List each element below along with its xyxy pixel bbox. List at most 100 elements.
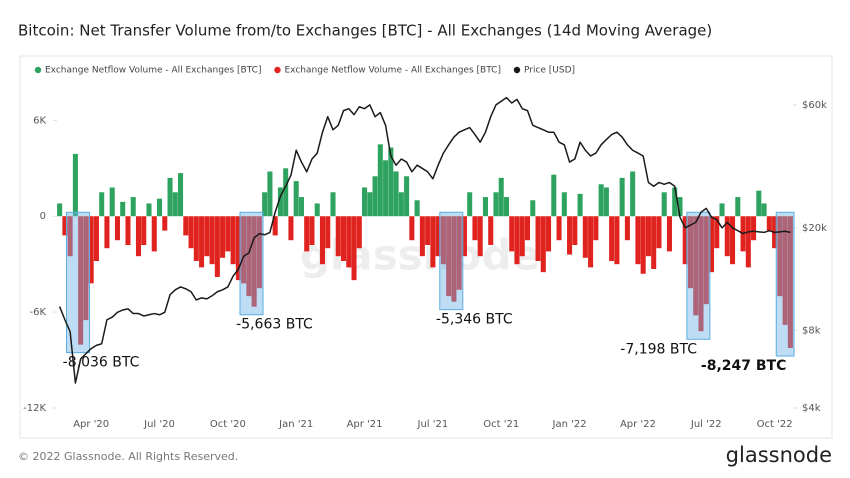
bar xyxy=(556,216,562,241)
bar xyxy=(230,216,236,265)
bar xyxy=(393,171,399,217)
bar xyxy=(514,216,520,265)
bar xyxy=(262,192,268,217)
bar xyxy=(530,200,536,217)
bar xyxy=(114,216,120,241)
bar xyxy=(535,216,541,261)
bar xyxy=(88,216,94,284)
bar xyxy=(524,216,531,241)
legend-marker xyxy=(274,66,281,74)
x-tick-label: Oct '20 xyxy=(210,419,246,430)
bar xyxy=(267,171,273,217)
bar xyxy=(761,203,767,217)
bar xyxy=(467,192,473,217)
bar xyxy=(609,216,615,261)
bar xyxy=(582,216,588,258)
highlight-box xyxy=(439,211,464,311)
bar xyxy=(356,216,362,249)
y2-tick-label: $8k xyxy=(802,325,821,336)
bar xyxy=(472,216,478,241)
bar xyxy=(109,187,115,217)
bar xyxy=(120,201,126,217)
bar xyxy=(567,216,573,255)
bar xyxy=(503,197,510,217)
bar xyxy=(661,192,667,217)
bar xyxy=(199,216,205,268)
bar xyxy=(519,216,525,257)
bar xyxy=(677,197,683,217)
bar xyxy=(235,216,241,281)
bar xyxy=(730,216,736,265)
x-tick-label: Apr '21 xyxy=(347,419,383,430)
bar xyxy=(546,216,552,252)
logo: glassnode xyxy=(726,443,832,467)
bar xyxy=(388,147,394,217)
bar xyxy=(104,216,110,249)
bar xyxy=(309,216,315,245)
x-tick-label: Oct '22 xyxy=(757,419,793,430)
data-label: -7,198 BTC xyxy=(620,341,697,357)
bar xyxy=(340,216,347,261)
bar xyxy=(319,216,326,265)
bar xyxy=(214,216,220,277)
chart-title: Bitcoin: Net Transfer Volume from/to Exc… xyxy=(18,22,712,40)
bar xyxy=(151,216,157,252)
y-tick-label: -6K xyxy=(29,307,46,318)
bar xyxy=(241,216,247,284)
data-label: -5,346 BTC xyxy=(436,312,513,328)
bar xyxy=(540,216,546,273)
bar xyxy=(167,177,173,217)
bar xyxy=(283,168,289,217)
bar xyxy=(551,174,557,217)
legend-label: Exchange Netflow Volume - All Exchanges … xyxy=(45,66,261,76)
bar xyxy=(93,216,99,261)
bar xyxy=(304,216,310,252)
bar xyxy=(351,216,357,281)
y2-tick-label: $60k xyxy=(802,100,827,111)
bar xyxy=(372,176,378,217)
bar xyxy=(156,198,163,217)
x-tick-label: Jul '22 xyxy=(690,419,722,430)
bar xyxy=(719,203,725,217)
bar xyxy=(425,216,431,245)
bar xyxy=(672,187,678,217)
bar xyxy=(409,216,415,241)
bar xyxy=(498,177,504,217)
bar xyxy=(141,216,147,245)
bar xyxy=(362,187,368,217)
bar xyxy=(588,216,594,268)
bar xyxy=(188,216,194,249)
bar xyxy=(298,197,304,217)
y2-tick-label: $20k xyxy=(802,223,827,234)
bar xyxy=(414,200,420,217)
bar xyxy=(461,216,467,257)
bar xyxy=(577,193,583,217)
y-tick-label: 0 xyxy=(40,211,46,222)
bar xyxy=(335,216,341,257)
bar xyxy=(325,216,331,249)
bar xyxy=(130,197,136,217)
bar xyxy=(83,216,89,321)
bar xyxy=(735,197,741,217)
bar xyxy=(204,216,210,257)
bar xyxy=(125,216,131,245)
bar xyxy=(598,184,604,217)
bar xyxy=(293,181,299,217)
bar xyxy=(777,216,783,297)
bar xyxy=(67,216,73,257)
bar xyxy=(62,216,68,236)
y-tick-label: 6K xyxy=(33,115,46,126)
bar xyxy=(630,171,636,217)
bar xyxy=(645,216,651,257)
bar xyxy=(477,216,483,257)
bar xyxy=(451,216,457,302)
bar xyxy=(78,216,84,345)
copyright: © 2022 Glassnode. All Rights Reserved. xyxy=(18,450,238,463)
bar xyxy=(419,216,425,257)
bar xyxy=(246,216,252,297)
x-tick-label: Jul '21 xyxy=(417,419,449,430)
bar xyxy=(377,144,383,217)
x-tick-label: Jan '22 xyxy=(552,419,587,430)
bar xyxy=(398,192,404,217)
legend-label: Exchange Netflow Volume - All Exchanges … xyxy=(284,66,500,76)
